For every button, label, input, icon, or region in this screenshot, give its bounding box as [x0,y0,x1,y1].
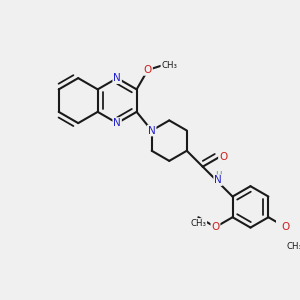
Text: CH₃: CH₃ [190,219,206,228]
Text: CH₃: CH₃ [286,242,300,251]
Text: CH₃: CH₃ [161,61,177,70]
Text: O: O [281,222,290,232]
Text: N: N [113,73,121,83]
Text: O: O [144,65,152,75]
Text: H: H [215,171,221,180]
Text: O: O [219,152,227,162]
Text: N: N [148,125,156,136]
Text: O: O [211,222,220,232]
Text: N: N [214,175,222,185]
Text: N: N [113,118,121,128]
